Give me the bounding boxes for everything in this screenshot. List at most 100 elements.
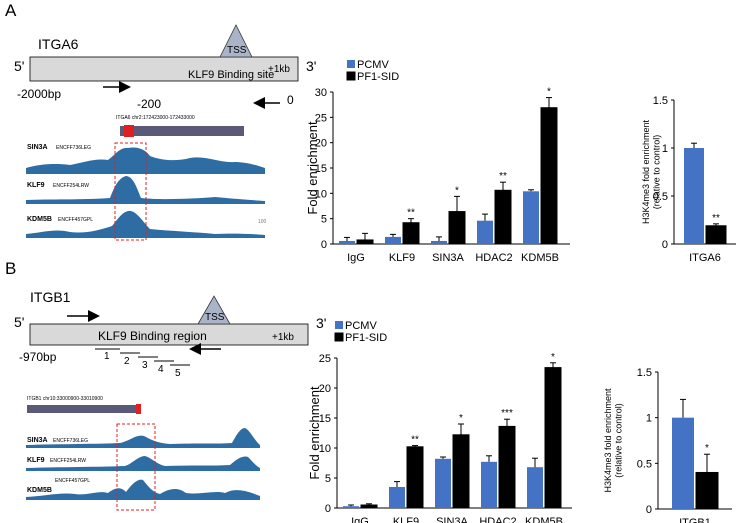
x-tick-label: ITGB1 [679,517,711,523]
panel-b-three-prime: 3' [316,315,326,331]
fragment-label: 3 [142,360,148,371]
legend-swatch [334,332,344,342]
x-tick-label: ITGA6 [689,252,721,264]
panel-a-pos-left: -2000bp [17,87,61,101]
significance-label: ** [411,435,419,446]
panel-b-track-id: ENCFF254LRW [50,458,86,464]
bar-pf1-sid [406,446,424,509]
bar-pf1-sid [544,367,562,509]
fold-enrichment-chart-a: 0 5 10 15 20 25 30 Fold enrichment IgG ** KLF9 * SIN… [305,59,570,264]
panel-b-promoter-box [29,323,309,346]
panel-a-plus1kb: +1kb [268,64,290,75]
panel-b-five-prime: 5' [14,314,24,330]
panel-a-five-prime: 5' [14,58,24,74]
fragment-label: 2 [124,356,130,367]
panel-a-binding-site-label: KLF9 Binding site [188,69,274,81]
significance-label: * [459,413,463,424]
bar-pf1-sid [705,225,727,245]
y-tick-label: 1 [646,413,652,425]
y-tick-label: 0 [662,239,668,251]
bar-pcmv [343,506,359,508]
panel-b-tss-triangle [197,295,231,325]
x-tick-label: KLF9 [389,252,415,264]
y-axis-label-line: H3K4me3 fold enrichment [603,388,613,493]
bar-pcmv [385,236,401,244]
y-tick-label: 15 [315,163,327,175]
panel-b-sin3a-track [26,428,260,448]
y-tick-label: 30 [315,87,327,99]
y-tick-label: 20 [319,383,331,395]
y-axis-label: Fold enrichment [305,121,320,215]
panel-a-track-id: ENCFF736LEG [56,145,91,151]
panel-a-track-scale: 100 [258,219,267,225]
bar-pcmv [389,487,405,508]
x-tick-label: SIN3A [432,252,464,264]
significance-label: * [455,185,459,196]
bar-pcmv [684,148,704,244]
y-tick-label: 0 [325,503,331,515]
bar-pf1-sid [695,471,719,510]
y-axis-label-line: H3K4me3 fold enrichment [641,119,651,224]
y-axis-label-line: (relative to control) [613,403,623,478]
panel-b-track-name: KLF9 [27,457,45,464]
panel-a-track-name: KDM5B [27,216,52,223]
panel-b-plus1kb: +1kb [272,332,294,343]
panel-b-binding-highlight [116,423,156,511]
x-tick-label: IgG [347,252,365,264]
panel-b-gene-name: ITGB1 [30,289,71,305]
panel-a-track-name: SIN3A [27,144,48,151]
bar-pf1-sid [448,211,466,245]
bar-pf1-sid [360,504,378,509]
y-axis-label: Fold enrichment [307,386,322,480]
legend-swatch [346,71,356,81]
significance-label: ** [407,208,415,219]
y-tick-label: 10 [319,443,331,455]
y-tick-label: 1 [662,143,668,155]
x-tick-label: HDAC2 [475,252,512,264]
panel-b-genome-browser: ITGB1 chr10:33000900-33010900 SIN3A ENCF… [26,396,260,511]
bar-pcmv [481,461,497,508]
panel-a-gene-exon [124,125,134,137]
significance-label: * [547,87,551,98]
y-axis-label: H3K4me3 fold enrichment(relative to cont… [603,388,623,493]
panel-b-label: B [5,259,16,278]
panel-b-track-id: ENCFF457GPL [55,478,90,484]
panel-b-fragments: 1 2 3 4 5 [95,348,190,379]
y-tick-label: 0.5 [637,458,652,470]
y-tick-label: 10 [315,188,327,200]
y-tick-label: 5 [325,473,331,485]
y-tick-label: 25 [319,353,331,365]
panel-a-browser-title: ITGA6 chr2:172423000-172433000 [116,115,195,121]
h3k4me3-chart-b: 0 0.5 1 1.5 H3K4me3 fold enrichment(relative… [603,367,732,523]
y-tick-label: 25 [315,112,327,124]
panel-a-genome-browser: ITGA6 chr2:172423000-172433000 SIN3A ENC… [26,115,267,241]
panel-a-gene-bar [120,126,244,136]
x-tick-label: KDM5B [521,252,559,264]
panel-b-kdm5b-track [26,479,260,500]
fragment-label: 5 [175,368,181,379]
panel-a-gene-name: ITGA6 [38,36,79,52]
fold-enrichment-chart-b: 0 5 10 15 20 25 Fold enrichment IgG ** KLF9 * SIN3A… [307,320,572,523]
panel-a-klf9-track [26,176,265,204]
panel-b-track-name: KDM5B [27,487,52,494]
bar-pcmv [339,240,355,244]
significance-label: * [705,443,709,454]
bar-pcmv [523,191,539,244]
panel-b-gene-exon [136,404,141,414]
panel-b-gene-bar [27,405,137,413]
panel-a-tss-label: TSS [227,45,247,56]
x-tick-label: SIN3A [436,516,468,523]
bar-pcmv [431,240,447,244]
bar-pf1-sid [498,425,516,509]
panel-a-sin3a-track [26,147,265,174]
legend-label: PCMV [345,320,377,332]
panel-a-tss-triangle [219,24,253,58]
legend-swatch [347,60,355,68]
panel-a-binding-highlight [114,142,147,241]
x-tick-label: IgG [351,516,369,523]
bar-pf1-sid [402,222,420,245]
y-tick-label: 0 [646,504,652,516]
legend-label: PF1-SID [357,71,399,83]
significance-label: ** [712,213,720,224]
